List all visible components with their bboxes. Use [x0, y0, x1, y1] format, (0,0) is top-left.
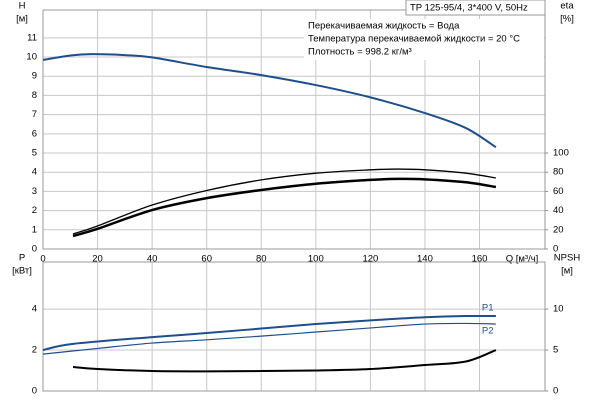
y2-axis-label: NPSH [554, 253, 581, 264]
plot-frame [42, 9, 546, 250]
y-axis-unit: [м] [16, 14, 28, 25]
x-tick-label: 60 [201, 254, 212, 265]
curve [42, 314, 496, 352]
annotation-box [304, 19, 544, 60]
y-tick-label: 4 [32, 304, 37, 315]
y-axis-label: P [19, 253, 25, 264]
y-tick-label: 2 [32, 345, 37, 356]
y2-tick-label: 0 [553, 244, 558, 255]
y-tick-label: 3 [32, 186, 37, 197]
y-tick-label: 7 [32, 109, 37, 120]
curve [42, 322, 496, 355]
y-tick-label: 8 [32, 90, 37, 101]
y2-tick-label: 0 [553, 386, 558, 397]
x-tick-label: 160 [472, 254, 488, 265]
x-tick-label: 120 [362, 254, 378, 265]
x-tick-label: 0 [40, 254, 45, 265]
y2-axis-unit: [м] [561, 266, 573, 277]
y2-tick-label: 40 [553, 205, 564, 216]
series-label: P1 [482, 303, 494, 314]
y-tick-label: 4 [32, 167, 37, 178]
y2-axis-label: eta [560, 1, 574, 12]
plot-frame [42, 261, 546, 392]
y2-tick-label: 5 [553, 345, 558, 356]
y2-tick-label: 80 [553, 167, 564, 178]
series-label: P2 [482, 326, 494, 337]
curve [72, 168, 496, 235]
y-tick-label: 11 [27, 32, 37, 43]
x-axis-label: Q [м³/ч] [506, 254, 539, 265]
x-tick-label: 140 [417, 254, 433, 265]
y-tick-label: 6 [32, 128, 37, 139]
y2-tick-label: 20 [553, 224, 564, 235]
y-tick-label: 10 [26, 52, 37, 63]
x-tick-label: 100 [308, 254, 324, 265]
y2-tick-label: 100 [553, 148, 569, 159]
y-tick-label: 2 [32, 205, 37, 216]
x-tick-label: 20 [92, 254, 103, 265]
annotation: Плотность = 998.2 кг/м³ [308, 47, 412, 58]
annotation: Перекачиваемая жидкость = Вода [308, 21, 460, 32]
y2-tick-label: 10 [553, 304, 564, 315]
x-tick-label: 40 [147, 254, 158, 265]
y-tick-label: 0 [32, 386, 37, 397]
y-tick-label: 1 [32, 224, 37, 235]
x-tick-label: 80 [256, 254, 267, 265]
title-box [405, 0, 546, 16]
y-tick-label: 0 [32, 244, 37, 255]
y2-axis-unit: [%] [560, 14, 574, 25]
y-axis-label: H [19, 1, 26, 12]
curve [42, 53, 497, 149]
y-axis-unit: [кВт] [12, 266, 32, 277]
annotation: Температура перекачиваемой жидкости = 20… [308, 34, 520, 45]
curve [72, 177, 497, 238]
y-tick-label: 5 [32, 148, 37, 159]
y-tick-label: 9 [32, 71, 37, 82]
curve [72, 349, 497, 373]
y2-tick-label: 60 [553, 186, 564, 197]
chart-title: TP 125-95/4, 3*400 V, 50Hz [410, 3, 528, 14]
